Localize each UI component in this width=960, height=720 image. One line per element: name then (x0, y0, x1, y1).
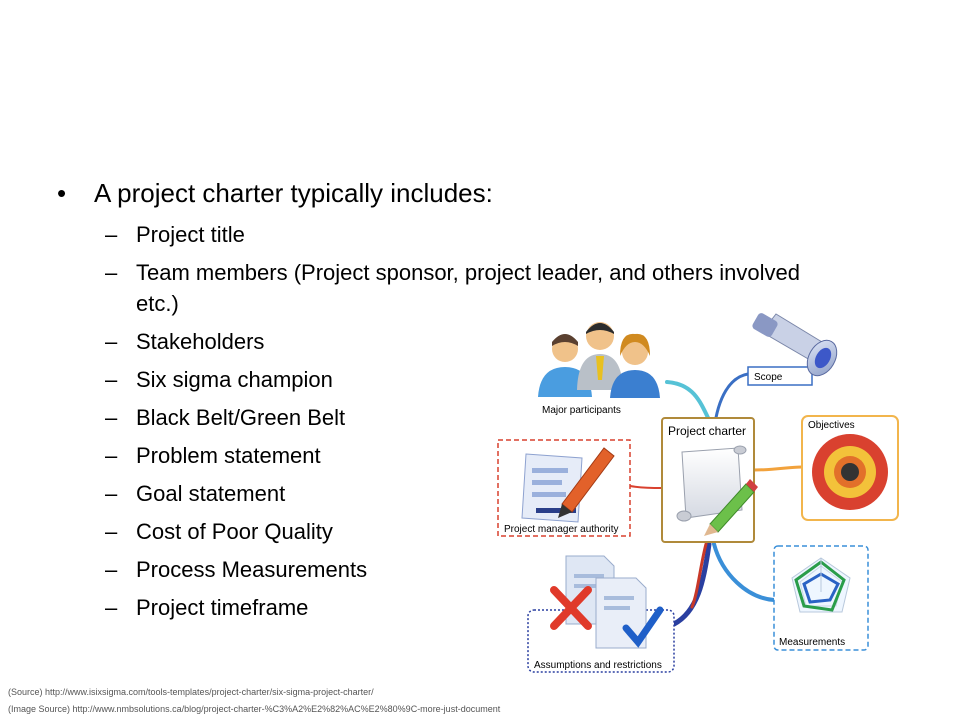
dash-glyph: – (105, 329, 118, 354)
label-objectives: Objectives (808, 420, 855, 431)
scroll-pencil-icon (676, 445, 758, 536)
list-item-text: Problem statement (136, 443, 321, 468)
list-item-text: Project title (136, 222, 245, 247)
list-item-text: Black Belt/Green Belt (136, 405, 346, 430)
source-citations: (Source) http://www.isixsigma.com/tools-… (8, 684, 500, 718)
label-measurements: Measurements (779, 637, 845, 648)
target-icon (812, 434, 888, 510)
list-item: – Stakeholders (105, 326, 896, 357)
label-scope: Scope (754, 372, 783, 383)
image-source-line: (Image Source) http://www.nmbsolutions.c… (8, 704, 501, 714)
connector-red (690, 542, 708, 609)
node-project-manager-authority: Project manager authority (497, 439, 631, 537)
list-item: – Problem statement (105, 440, 896, 471)
node-project-charter: Project charter (661, 417, 758, 543)
list-item: – Team members (Project sponsor, project … (105, 257, 896, 319)
list-item-text-continuation: etc.) (136, 291, 179, 316)
connector-measurements (712, 542, 776, 602)
list-item: – Goal statement (105, 478, 896, 509)
connector-authority (629, 485, 663, 489)
dash-glyph: – (105, 367, 118, 392)
node-scope: Scope (747, 313, 838, 386)
telescope-icon (752, 313, 838, 377)
label-project-charter: Project charter (668, 424, 746, 438)
dash-glyph: – (105, 443, 118, 468)
connector-objectives (752, 465, 804, 472)
source-line: (Source) http://www.isixsigma.com/tools-… (8, 687, 374, 697)
label-major-participants: Major participants (542, 405, 621, 416)
sub-bullet-list: – Project title – Team members (Project sp… (105, 219, 896, 630)
label-assumptions-and-restrictions: Assumptions and restrictions (534, 660, 662, 671)
dash-glyph: – (105, 519, 118, 544)
dash-glyph: – (105, 405, 118, 430)
scope-box (747, 366, 813, 386)
bullet-glyph: • (57, 178, 67, 208)
list-item: – Black Belt/Green Belt (105, 402, 896, 433)
dash-glyph: – (105, 557, 118, 582)
node-major-participants: Major participants (538, 322, 660, 416)
list-item-text: Cost of Poor Quality (136, 519, 333, 544)
connector-assumptions (671, 541, 712, 627)
dash-glyph: – (105, 260, 118, 285)
label-project-manager-authority: Project manager authority (504, 524, 619, 535)
main-bullet-text: A project charter typically includes: (94, 178, 493, 208)
documents-check-icon (550, 555, 664, 649)
list-item-text: Goal statement (136, 481, 286, 506)
radar-chart-icon (791, 557, 851, 613)
dash-glyph: – (105, 222, 118, 247)
node-assumptions-and-restrictions: Assumptions and restrictions (527, 555, 675, 673)
dash-glyph: – (105, 481, 118, 506)
list-item: – Cost of Poor Quality (105, 516, 896, 547)
list-item: – Six sigma champion (105, 364, 896, 395)
list-item: – Project timeframe (105, 592, 896, 623)
list-item-text: Six sigma champion (136, 367, 333, 392)
project-charter-diagram: Major participants Scope Project charter (497, 313, 899, 673)
document-pen-icon (521, 447, 615, 523)
list-item-text: Process Measurements (136, 557, 368, 582)
node-objectives: Objectives (801, 415, 899, 521)
node-measurements: Measurements (773, 545, 869, 651)
list-item: – Process Measurements (105, 554, 896, 585)
dash-glyph: – (105, 595, 118, 620)
list-item-text: Stakeholders (136, 329, 265, 354)
list-item-text: Team members (Project sponsor, project l… (136, 260, 800, 285)
list-item-text: Project timeframe (136, 595, 309, 620)
list-item: – Project title (105, 219, 896, 250)
people-icon (538, 322, 660, 398)
